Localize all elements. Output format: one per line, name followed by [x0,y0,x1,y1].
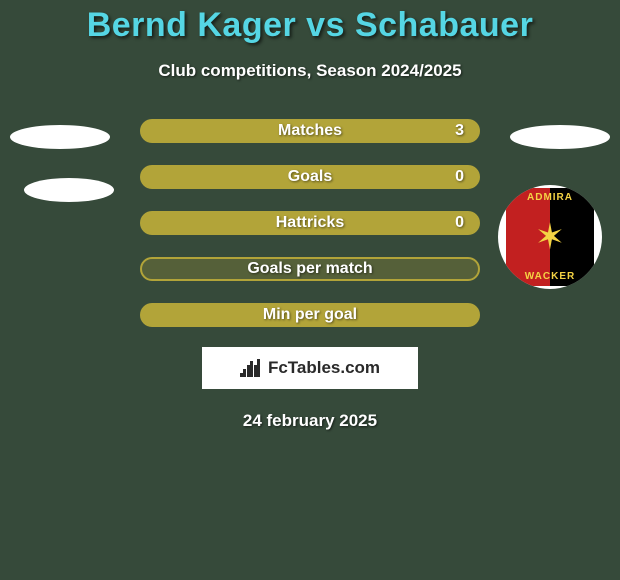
brand-text: FcTables.com [268,358,380,378]
bar-chart-icon [240,359,262,377]
player-left-club-placeholder [24,178,114,202]
stat-label: Goals per match [247,260,372,278]
club-badge: ADMIRA ✶ WACKER [498,185,602,289]
content-wrapper: Bernd Kager vs Schabauer Club competitio… [0,0,620,580]
club-badge-shield: ADMIRA ✶ WACKER [506,188,594,286]
subtitle: Club competitions, Season 2024/2025 [0,61,620,81]
date-text: 24 february 2025 [0,411,620,431]
stat-value: 0 [455,168,464,186]
stat-label: Matches [278,122,342,140]
page-title: Bernd Kager vs Schabauer [0,6,620,45]
stat-label: Min per goal [263,306,357,324]
badge-center: ✶ [506,188,594,286]
stat-value: 3 [455,122,464,140]
stat-label: Goals [288,168,332,186]
brand-box: FcTables.com [202,347,418,389]
player-right-avatar-placeholder [510,125,610,149]
stat-row-matches: Matches 3 [140,119,480,143]
stat-row-goals: Goals 0 [140,165,480,189]
stat-row-min-per-goal: Min per goal [140,303,480,327]
stat-label: Hattricks [276,214,344,232]
stat-row-goals-per-match: Goals per match [140,257,480,281]
player-left-avatar-placeholder [10,125,110,149]
stat-row-hattricks: Hattricks 0 [140,211,480,235]
griffin-icon: ✶ [535,216,565,258]
stat-value: 0 [455,214,464,232]
